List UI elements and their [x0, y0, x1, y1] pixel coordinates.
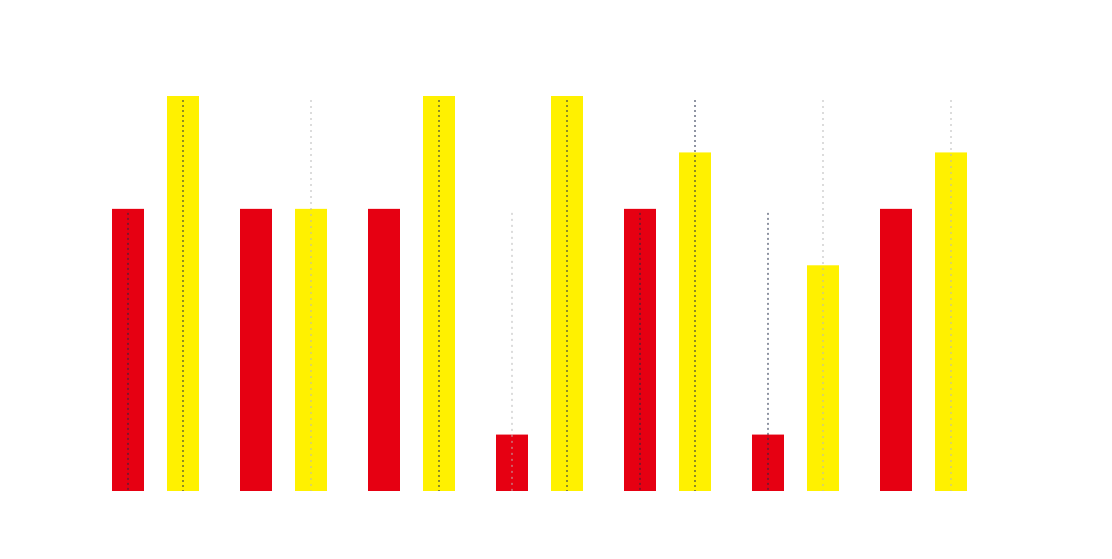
bar-group: [240, 100, 327, 491]
bar-group: [496, 96, 583, 491]
bar-red: [880, 208, 912, 491]
bar-group: [112, 96, 199, 491]
bar-group: [368, 96, 455, 491]
bar-group: [752, 100, 839, 491]
bar-group: [624, 100, 711, 491]
bar-red: [496, 434, 528, 491]
bar-red: [240, 208, 272, 491]
bar-yellow: [807, 265, 839, 491]
bar-red: [368, 208, 400, 491]
bar-group: [880, 100, 967, 491]
